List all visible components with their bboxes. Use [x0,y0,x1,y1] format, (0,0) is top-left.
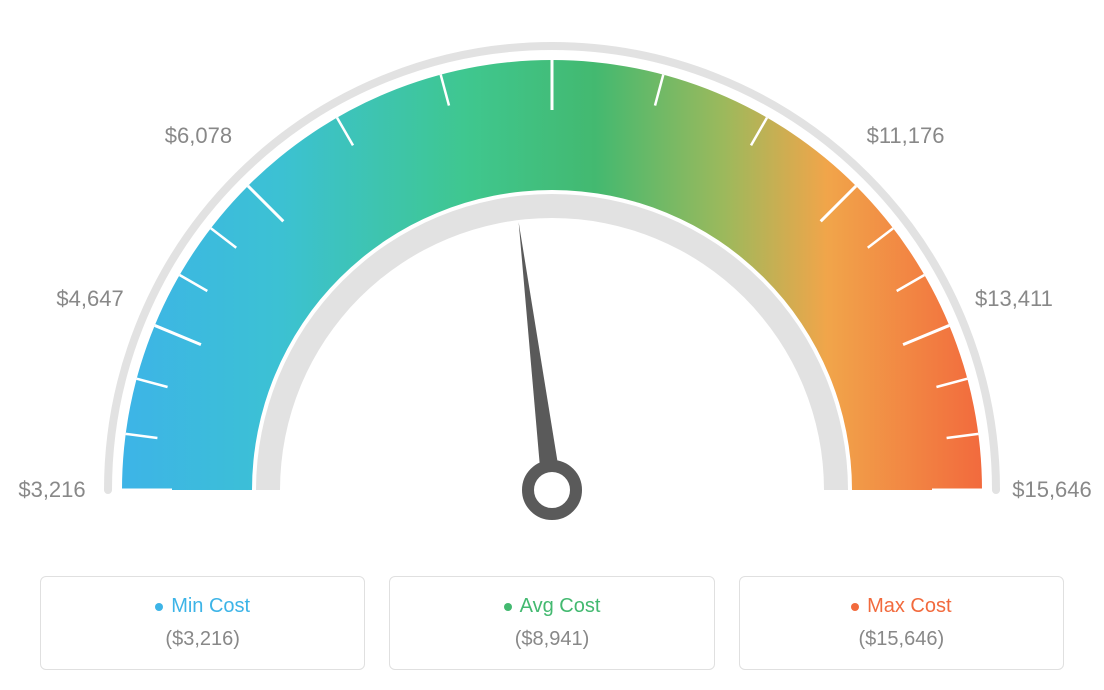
tick-label: $13,411 [975,286,1053,312]
gauge-svg [0,0,1104,540]
legend-max-value: ($15,646) [760,628,1043,651]
legend-max-card: Max Cost ($15,646) [739,576,1064,670]
legend-avg-card: Avg Cost ($8,941) [389,576,714,670]
tick-label: $6,078 [165,123,232,149]
gauge: $3,216 $4,647 $6,078 $8,941 $11,176 $13,411 $1… [0,0,1104,540]
legend-max-title: Max Cost [851,595,951,618]
legend-max-label: Max Cost [867,595,951,618]
tick-label: $3,216 [18,477,85,503]
legend-avg-title: Avg Cost [504,595,601,618]
legend-avg-label: Avg Cost [520,595,601,618]
tick-label: $11,176 [867,123,945,149]
tick-label: $15,646 [1012,477,1092,503]
legend-avg-value: ($8,941) [410,628,693,651]
tick-label: $4,647 [56,286,123,312]
legend-row: Min Cost ($3,216) Avg Cost ($8,941) Max … [0,576,1104,670]
legend-min-value: ($3,216) [61,628,344,651]
tick-label: $8,941 [518,0,585,3]
legend-min-label: Min Cost [171,595,250,618]
chart-container: $3,216 $4,647 $6,078 $8,941 $11,176 $13,411 $1… [0,0,1104,690]
legend-min-title: Min Cost [155,595,250,618]
legend-min-card: Min Cost ($3,216) [40,576,365,670]
